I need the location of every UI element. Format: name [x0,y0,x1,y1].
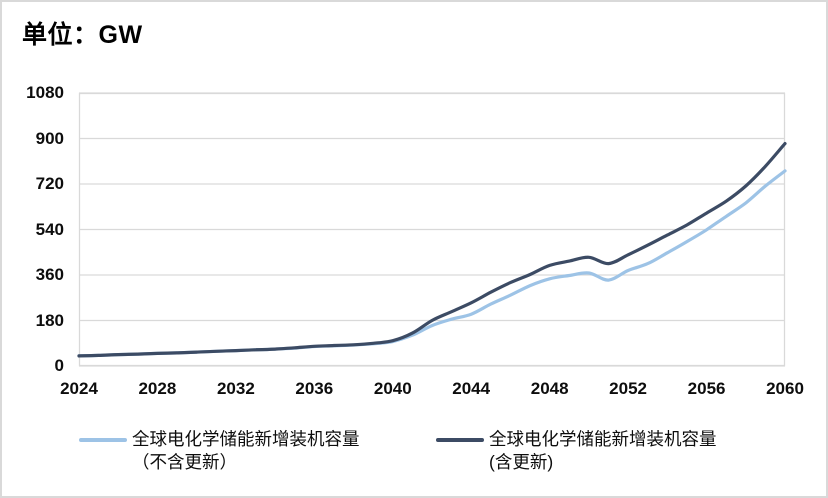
y-axis-tick-label: 900 [35,128,64,148]
x-axis-tick-label: 2048 [530,379,569,398]
y-axis-tick-label: 1080 [26,83,64,102]
x-axis-tick-label: 2052 [609,379,647,398]
y-axis-tick-label: 0 [54,356,64,375]
series-line-incl-renewal [77,142,787,358]
legend-label-incl-renewal-line2: (含更新) [489,452,554,472]
legend-label-incl-renewal: 全球电化学储能新增装机容量 [489,429,717,449]
x-axis-tick-label: 2036 [295,379,334,398]
y-axis-tick-label: 360 [35,265,64,284]
x-axis-tick-label: 2044 [452,379,491,398]
y-axis-tick-label: 540 [35,219,64,239]
chart-title: 单位：GW [22,21,143,49]
x-axis-tick-label: 2040 [373,379,412,398]
x-axis-tick-label: 2028 [138,379,177,398]
y-axis-tick-label: 720 [35,174,64,193]
series-line-excl-renewal [77,169,787,358]
y-axis-tick-label: 180 [35,310,64,330]
legend-swatch-incl-renewal-line [436,438,484,442]
x-axis-tick-label: 2024 [60,379,98,398]
legend-entry-incl-renewal: 全球电化学储能新增装机容量 (含更新) [436,428,717,474]
legend-label-excl-renewal-line2: （不含更新） [132,452,237,472]
legend-entry-excl-renewal: 全球电化学储能新增装机容量 （不含更新） [79,428,360,474]
x-axis-tick-label: 2060 [766,379,804,398]
legend-swatch-excl-renewal-line [79,438,127,442]
plot-area-border [78,92,786,367]
plot-svg [77,92,787,367]
x-axis-tick-label: 2056 [687,379,726,398]
x-axis-tick-label: 2032 [216,379,255,398]
legend-label-excl-renewal: 全球电化学储能新增装机容量 [132,429,360,449]
